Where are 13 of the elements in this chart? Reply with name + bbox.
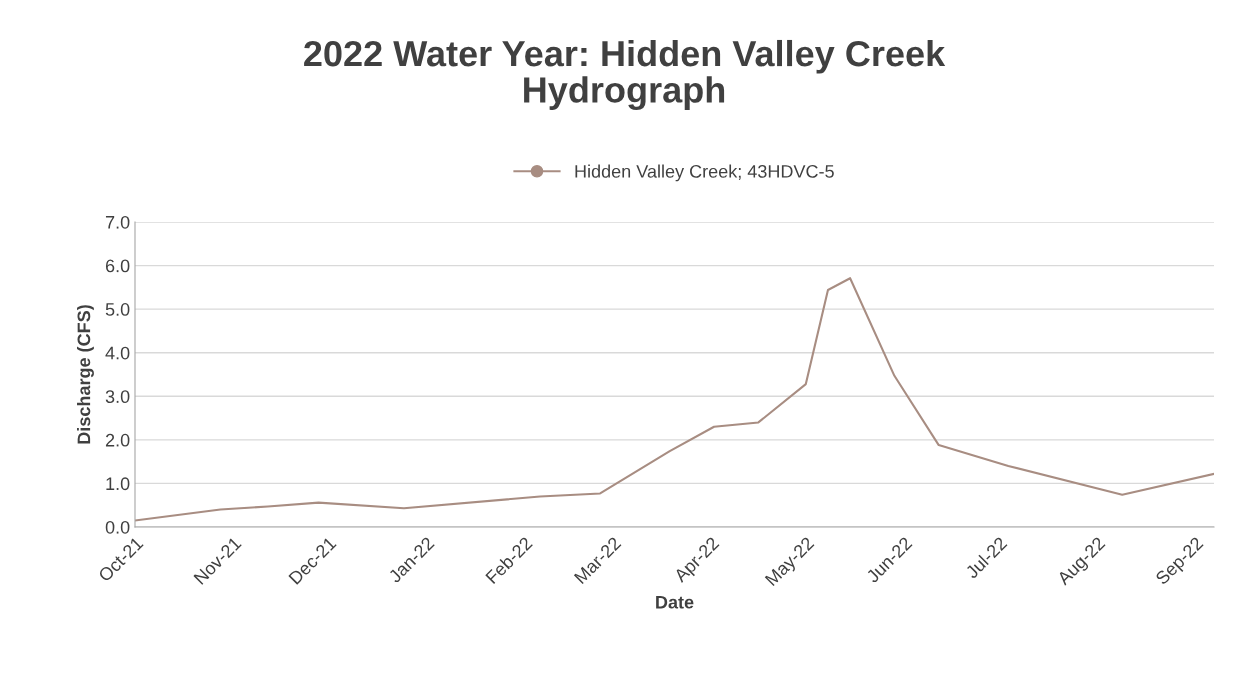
y-tick-label: 2.0 <box>105 433 130 447</box>
line-series <box>135 277 1214 522</box>
y-tick-label: 5.0 <box>105 303 130 316</box>
legend-label: Hidden Valley Creek; 43HDVC-5 <box>575 164 834 182</box>
y-axis-title: Discharge (CFS) <box>77 305 94 444</box>
y-tick-label: 4.0 <box>105 346 130 360</box>
y-tick-label: 7.0 <box>105 215 130 229</box>
y-tick-label: 1.0 <box>106 477 130 491</box>
y-tick-label: 3.0 <box>105 390 130 404</box>
x-axis-title: Date <box>656 596 694 609</box>
y-tick-label: 6.0 <box>105 259 130 273</box>
y-tick-label: 0.0 <box>105 520 130 534</box>
chart-title: 2022 Water Year: Hidden Valley Creek Hydrograph <box>304 39 946 111</box>
